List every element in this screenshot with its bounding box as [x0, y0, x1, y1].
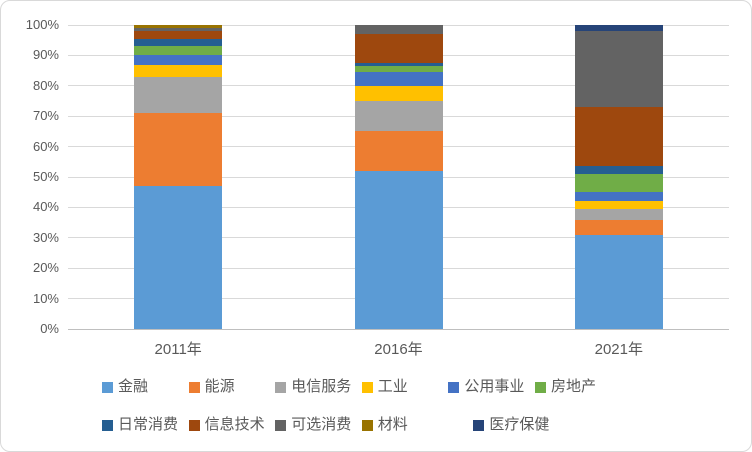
bar — [574, 25, 663, 329]
x-axis-label: 2011年 — [154, 341, 202, 358]
bar-segment — [134, 113, 223, 187]
legend-item: 材料 — [361, 415, 449, 435]
bar-segment — [134, 46, 223, 56]
bar-segment — [354, 66, 443, 73]
bar-segment — [354, 170, 443, 329]
legend-item-label: 公用事业 — [464, 378, 525, 395]
bar-segment — [574, 234, 663, 329]
legend-item: 医疗保健 — [473, 415, 549, 435]
x-axis-label: 2016年 — [374, 341, 423, 358]
legend-item: 工业 — [361, 377, 449, 397]
bar-segment — [134, 64, 223, 77]
bar-segment — [354, 85, 443, 102]
legend-item: 金融 — [102, 377, 189, 397]
y-axis-tick-label: 50% — [32, 169, 59, 184]
y-axis-tick-label: 20% — [32, 260, 59, 276]
y-axis: 0% 10% 20% 30% 40% 50% 60% 70% 80% 90% 100% — [1, 17, 59, 336]
legend-marker-icon — [448, 381, 460, 393]
legend-marker-icon — [275, 381, 287, 393]
bar-segment — [134, 28, 223, 32]
bar-segment — [574, 208, 663, 220]
bar-segment — [134, 31, 223, 39]
bar-segment — [354, 72, 443, 86]
legend-marker-icon — [361, 419, 373, 431]
legend-item-label: 电信服务 — [291, 378, 352, 395]
bar-segment — [354, 131, 443, 171]
legend-marker-icon — [361, 381, 373, 393]
y-axis-tick-label: 30% — [32, 229, 59, 245]
legend-marker-icon — [188, 419, 200, 431]
x-axis-label: 2021年 — [594, 341, 643, 358]
legend-row-2: 日常消费 信息技术 可选消费 材料 医疗保健 — [102, 415, 549, 435]
y-axis-tick-label: 80% — [32, 77, 59, 93]
legend-item: 可选消费 — [275, 415, 362, 435]
bar-segment — [134, 186, 223, 329]
bar-segment — [134, 76, 223, 114]
bar-segment — [574, 174, 663, 193]
legend-marker-icon — [275, 419, 287, 431]
bar-segment — [354, 34, 443, 64]
bar-segment — [574, 166, 663, 175]
y-axis-tick-label: 60% — [32, 138, 59, 154]
bar-segment — [574, 31, 663, 108]
x-axis: 2011年 2016年 2021年 — [68, 338, 729, 359]
legend-item-label: 能源 — [204, 378, 235, 395]
legend-marker-icon — [102, 381, 113, 393]
legend-item: 房地产 — [534, 377, 596, 397]
bar-segment — [134, 25, 223, 29]
gridline — [68, 24, 729, 26]
y-axis-tick-label: 10% — [32, 290, 59, 306]
legend-item-label: 金融 — [118, 378, 149, 395]
bar-segment — [134, 38, 223, 47]
legend-item-label: 医疗保健 — [489, 416, 550, 433]
legend-marker-icon — [473, 419, 485, 431]
bar-segment — [354, 101, 443, 132]
legend-item-label: 可选消费 — [291, 416, 352, 433]
legend-marker-icon — [188, 381, 200, 393]
legend-item-label: 日常消费 — [118, 416, 179, 433]
legend-item-label: 房地产 — [550, 378, 596, 395]
legend-item-label: 信息技术 — [204, 416, 265, 433]
legend-item: 公用事业 — [448, 377, 535, 397]
y-axis-tick-label: 90% — [32, 47, 59, 63]
bar-segment — [574, 201, 663, 209]
y-axis-tick-label: 0% — [40, 321, 59, 336]
legend-item: 电信服务 — [275, 377, 362, 397]
bar — [134, 25, 223, 329]
y-axis-tick-label: 70% — [32, 108, 59, 124]
legend-row-1: 金融 能源 电信服务 工业 公用事业 房地产 — [102, 377, 596, 397]
bar-segment — [574, 219, 663, 235]
bar-segment — [354, 63, 443, 67]
bar-segment — [354, 25, 443, 35]
legend-marker-icon — [534, 381, 546, 393]
legend-item-label: 工业 — [377, 378, 408, 395]
bar-segment — [574, 25, 663, 32]
legend-item: 能源 — [188, 377, 276, 397]
bar-segment — [134, 55, 223, 65]
legend-item-label: 材料 — [377, 416, 408, 433]
bar-segment — [574, 107, 663, 167]
y-axis-tick-label: 100% — [25, 17, 59, 32]
legend-item: 信息技术 — [188, 415, 276, 435]
y-axis-tick-label: 40% — [32, 199, 59, 215]
legend-item: 日常消费 — [102, 415, 189, 435]
plot-area — [68, 24, 729, 330]
legend-marker-icon — [102, 419, 113, 431]
bar-segment — [574, 192, 663, 202]
bar — [354, 25, 443, 329]
